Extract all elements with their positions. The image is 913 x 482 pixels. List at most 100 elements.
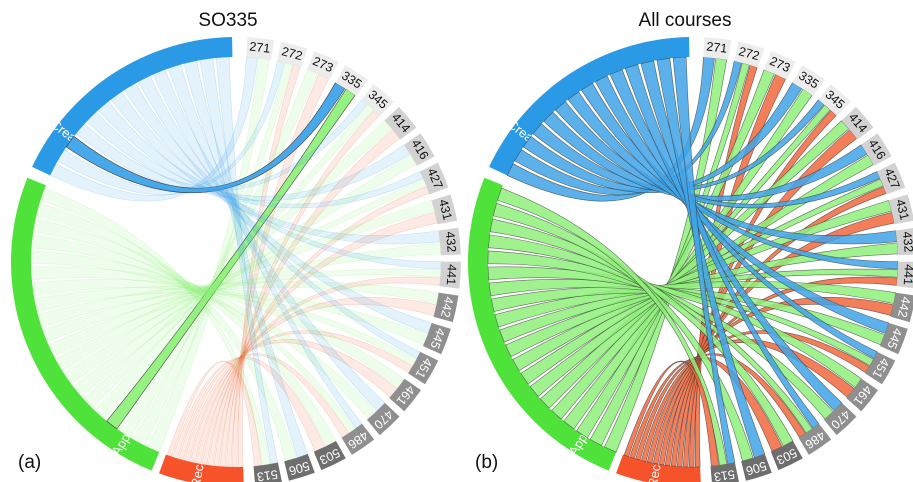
panel-all-courses: All courses Create Apply Recall 271 272 273 33…	[457, 0, 913, 482]
chord-ribbon	[672, 56, 736, 465]
chord-ribbon	[98, 101, 424, 209]
chord-ribbon	[75, 99, 368, 192]
chord-ribbon	[63, 178, 427, 385]
course-label: 271	[249, 40, 271, 56]
chord-ribbon	[595, 75, 890, 334]
chord-ribbons	[30, 56, 442, 468]
course-segment: 432	[438, 227, 461, 256]
chord-ribbon	[34, 286, 429, 346]
chord-ribbon	[119, 69, 318, 439]
course-segment: 431	[431, 194, 458, 225]
course-segment: 470	[366, 402, 400, 436]
course-segment: 335	[792, 65, 825, 96]
course-segment: 272	[734, 41, 765, 68]
chord-ribbon	[147, 57, 271, 453]
course-segment: 451	[408, 351, 439, 385]
course-segment: 273	[307, 50, 339, 80]
course-segment: 416	[861, 133, 892, 166]
chord-ribbon	[31, 234, 356, 434]
course-segment: 506	[741, 454, 772, 481]
course-label: 442	[438, 295, 456, 318]
course-segment: 445	[879, 322, 908, 355]
chord-ribbon	[167, 64, 386, 412]
chord-ribbon	[82, 120, 393, 409]
course-label: 431	[893, 198, 912, 222]
course-segment: 461	[389, 378, 421, 412]
course-segment: 445	[422, 322, 451, 355]
course-label: 506	[744, 458, 768, 478]
chord-ribbon	[505, 242, 899, 358]
chord-ribbon	[225, 109, 380, 468]
chord-ribbon	[522, 82, 803, 194]
course-segment: 427	[419, 162, 449, 195]
chord-ribbon	[48, 242, 442, 358]
course-label: 441	[901, 264, 913, 286]
course-label: 431	[436, 198, 455, 222]
chord-ribbon	[199, 57, 309, 459]
course-label: 513	[713, 467, 736, 482]
chord-ribbon	[65, 82, 346, 194]
chord-ribbon	[624, 64, 843, 412]
course-segment: 273	[764, 50, 796, 80]
chord-ribbon	[37, 281, 440, 328]
taxonomy-arc-apply: Apply	[11, 177, 160, 471]
course-segment: 486	[798, 423, 832, 455]
course-label: 441	[444, 264, 459, 286]
chord-ribbon	[35, 203, 297, 462]
chord-ribbon	[72, 154, 417, 397]
course-segment: 432	[895, 227, 913, 256]
course-segment: 486	[341, 423, 375, 455]
course-label: 445	[427, 326, 447, 351]
chord-ribbon	[494, 281, 897, 328]
chord-ribbon	[172, 356, 326, 459]
chord-ribbon	[189, 330, 413, 464]
course-segment: 427	[876, 162, 906, 195]
chord-ribbon	[604, 57, 728, 453]
chord-ribbon	[55, 199, 435, 372]
course-segment: 451	[865, 351, 896, 385]
chord-ribbon	[152, 69, 421, 359]
course-segment: 441	[439, 261, 461, 289]
course-label: 445	[884, 326, 904, 351]
chord-ribbon	[567, 91, 898, 245]
panel-title: SO335	[198, 10, 258, 31]
chord-ribbon	[123, 82, 442, 270]
course-segment: 461	[846, 378, 878, 412]
chord-ribbon	[106, 88, 356, 430]
chord-ribbon	[520, 178, 884, 385]
chord-ribbon	[40, 187, 271, 466]
chord-ribbon	[201, 276, 441, 466]
course-segment: 431	[888, 194, 913, 225]
course-segment: 335	[335, 65, 368, 96]
chord-ribbon	[42, 268, 442, 343]
course-segment: 271	[703, 37, 732, 60]
course-label: 442	[895, 295, 913, 318]
chord-ribbon	[532, 99, 825, 192]
chord-ribbon	[641, 339, 855, 462]
course-label: 506	[287, 458, 311, 478]
course-label: 432	[900, 231, 913, 253]
chord-ribbon	[609, 69, 878, 359]
chord-ribbon	[178, 353, 349, 461]
course-label: 272	[737, 44, 761, 63]
panel-title: All courses	[638, 10, 732, 31]
chord-ribbon	[183, 60, 363, 429]
panel-letter: (a)	[18, 452, 42, 473]
chord-ribbon	[195, 297, 437, 465]
chord-ribbon	[166, 360, 263, 467]
chord-ribbon	[132, 62, 293, 446]
course-segment: 442	[890, 292, 913, 323]
course-segment: 271	[246, 37, 275, 60]
chord-ribbon	[86, 111, 411, 202]
panel-letter: (b)	[475, 452, 499, 473]
course-label: 513	[256, 467, 279, 482]
chord-ribbon	[32, 218, 337, 447]
taxonomy-arc-recall: Recall	[159, 450, 244, 482]
chord-ribbon	[30, 266, 405, 389]
course-segment: 416	[404, 133, 435, 166]
chord-ribbon	[487, 250, 834, 420]
chord-ribbon	[646, 330, 870, 464]
chord-ribbon	[94, 104, 374, 420]
chord-ribbon	[219, 129, 401, 468]
